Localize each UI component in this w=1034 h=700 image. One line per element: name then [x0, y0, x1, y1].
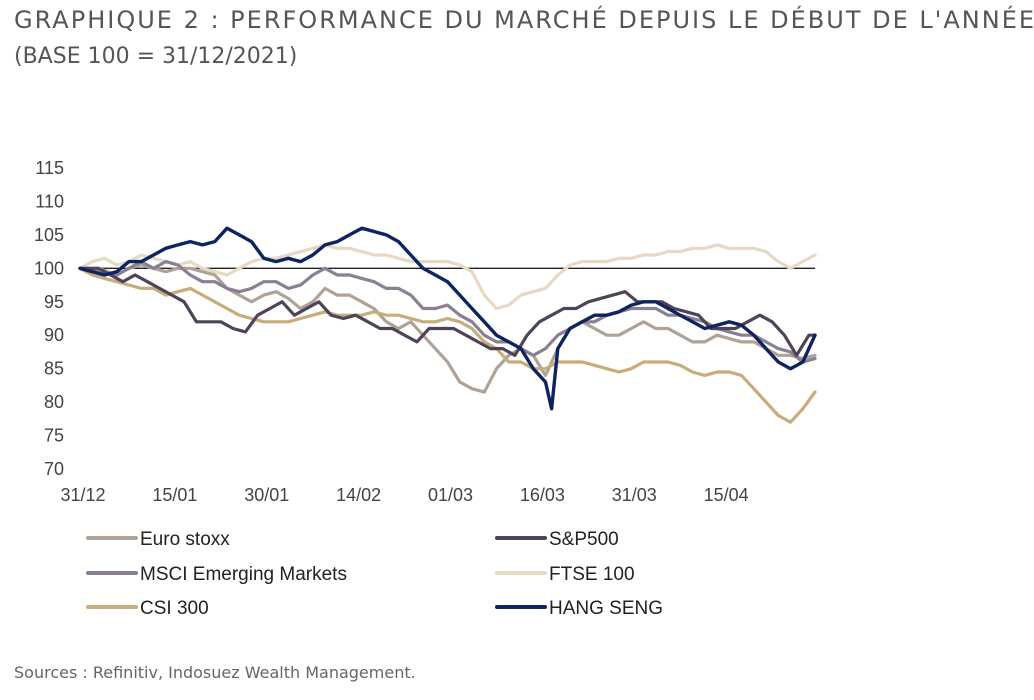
series-line-msci-emerging-markets	[78, 260, 817, 364]
x-axis: 31/12 15/01 30/01 14/02 01/03 16/03 31/03 15/04	[60, 485, 748, 505]
series-line-hang-seng	[78, 226, 817, 411]
series-line-euro-stoxx	[78, 263, 817, 394]
series-layer	[78, 226, 817, 424]
y-tick-label: 70	[44, 459, 64, 479]
chart-subtitle: (BASE 100 = 31/12/2021)	[14, 44, 298, 69]
x-tick-label: 01/03	[428, 485, 473, 505]
chart-title: GRAPHIQUE 2 : PERFORMANCE DU MARCHÉ DEPU…	[14, 6, 1034, 34]
legend-label-csi-300: CSI 300	[140, 598, 209, 619]
y-tick-label: 110	[35, 191, 64, 211]
y-axis: 70 75 80 85 90 95 100 105 110 115	[34, 158, 64, 479]
y-tick-label: 75	[44, 426, 64, 446]
legend-label-msci-emerging-markets: MSCI Emerging Markets	[140, 564, 347, 585]
x-tick-label: 31/12	[60, 485, 105, 505]
series-line-ftse-100	[78, 243, 817, 311]
line-chart: 70 75 80 85 90 95 100 105 110 115 31/12 15/01 30/01…	[34, 158, 817, 619]
x-tick-label: 15/04	[704, 485, 749, 505]
y-tick-label: 100	[34, 258, 64, 278]
x-tick-label: 16/03	[520, 485, 565, 505]
y-tick-label: 80	[44, 392, 64, 412]
y-tick-label: 85	[44, 359, 64, 379]
x-tick-label: 31/03	[612, 485, 657, 505]
x-tick-label: 14/02	[336, 485, 381, 505]
y-tick-label: 105	[34, 225, 64, 245]
series-line-csi-300	[78, 266, 817, 424]
series-line-s-p500	[78, 266, 817, 357]
legend-label-hang-seng: HANG SENG	[549, 598, 663, 619]
legend-label-ftse-100: FTSE 100	[549, 564, 635, 585]
legend: Euro stoxx S&P500 MSCI Emerging Markets FTS…	[86, 529, 663, 619]
y-tick-label: 95	[44, 292, 64, 312]
y-tick-label: 115	[35, 158, 64, 178]
source-note: Sources : Refinitiv, Indosuez Wealth Man…	[14, 663, 416, 682]
legend-label-s-p500: S&P500	[549, 529, 619, 550]
y-tick-label: 90	[44, 325, 64, 345]
x-tick-label: 15/01	[152, 485, 197, 505]
x-tick-label: 30/01	[244, 485, 289, 505]
legend-label-euro-stoxx: Euro stoxx	[140, 529, 230, 550]
